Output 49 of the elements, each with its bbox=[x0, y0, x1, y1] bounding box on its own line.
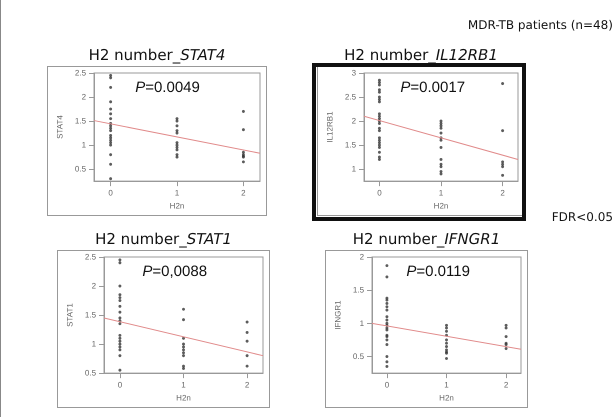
chart-title: H2 number_STAT4 bbox=[88, 46, 226, 64]
x-axis-title: H2n bbox=[434, 202, 448, 210]
y-tick-label: 2 bbox=[352, 116, 357, 126]
chart-title: H2 number_IFNGR1 bbox=[352, 230, 500, 248]
y-tick-label: 2 bbox=[92, 282, 97, 291]
chart-title: H2 number_IL12RB1 bbox=[344, 46, 498, 64]
y-tick-label: 3 bbox=[352, 68, 357, 78]
x-tick-label: 2 bbox=[504, 380, 509, 390]
annotation: P=0.0049 bbox=[135, 79, 200, 96]
annotation: P=0.0119 bbox=[406, 263, 470, 280]
y-tick-label: 1 bbox=[82, 140, 87, 150]
y-tick-label: 0.5 bbox=[352, 352, 365, 362]
x-tick-label: 0 bbox=[384, 380, 390, 390]
y-tick-label: 2 bbox=[360, 252, 365, 262]
y-axis-title: IL12RB1 bbox=[326, 110, 334, 143]
y-tick-label: 2 bbox=[82, 92, 87, 102]
x-tick-label: 0 bbox=[377, 188, 382, 198]
x-axis-title: H2n bbox=[170, 202, 184, 210]
x-tick-label: 0 bbox=[108, 188, 114, 198]
y-axis-title: IFNGR1 bbox=[334, 300, 342, 330]
y-tick-label: 0.5 bbox=[84, 368, 97, 378]
x-tick-label: 2 bbox=[241, 188, 246, 198]
y-tick-label: 2.5 bbox=[84, 252, 97, 262]
x-axis-title: H2n bbox=[176, 394, 191, 402]
x-tick-label: 1 bbox=[174, 188, 180, 198]
x-tick-label: 1 bbox=[444, 380, 450, 390]
chart-title: H2 number_STAT1 bbox=[95, 230, 232, 248]
annotation: P=0.0017 bbox=[400, 79, 466, 96]
y-tick-label: 1.5 bbox=[352, 286, 365, 295]
x-tick-label: 0 bbox=[118, 380, 123, 390]
y-axis-title: STAT4 bbox=[56, 114, 64, 139]
x-tick-label: 1 bbox=[438, 188, 444, 198]
y-tick-label: 1 bbox=[92, 340, 97, 349]
text: MDR-TB patients (n=48) bbox=[468, 18, 613, 32]
y-axis-title: STAT1 bbox=[66, 302, 74, 327]
y-tick-label: 1 bbox=[352, 164, 357, 174]
x-tick-label: 1 bbox=[181, 380, 186, 390]
y-tick-label: 1.5 bbox=[84, 310, 97, 320]
y-tick-label: 1 bbox=[360, 318, 365, 328]
y-tick-label: 2.5 bbox=[74, 68, 87, 78]
x-tick-label: 2 bbox=[244, 380, 250, 390]
y-tick-label: 2.5 bbox=[344, 92, 357, 102]
y-tick-label: 0.5 bbox=[74, 164, 87, 174]
x-tick-label: 2 bbox=[500, 188, 506, 198]
x-axis-title: H2n bbox=[439, 394, 454, 402]
y-tick-label: 1.5 bbox=[344, 140, 357, 150]
y-tick-label: 1.5 bbox=[74, 116, 87, 126]
text: FDR<0.05 bbox=[552, 210, 613, 224]
annotation: P=0,0088 bbox=[142, 263, 208, 280]
